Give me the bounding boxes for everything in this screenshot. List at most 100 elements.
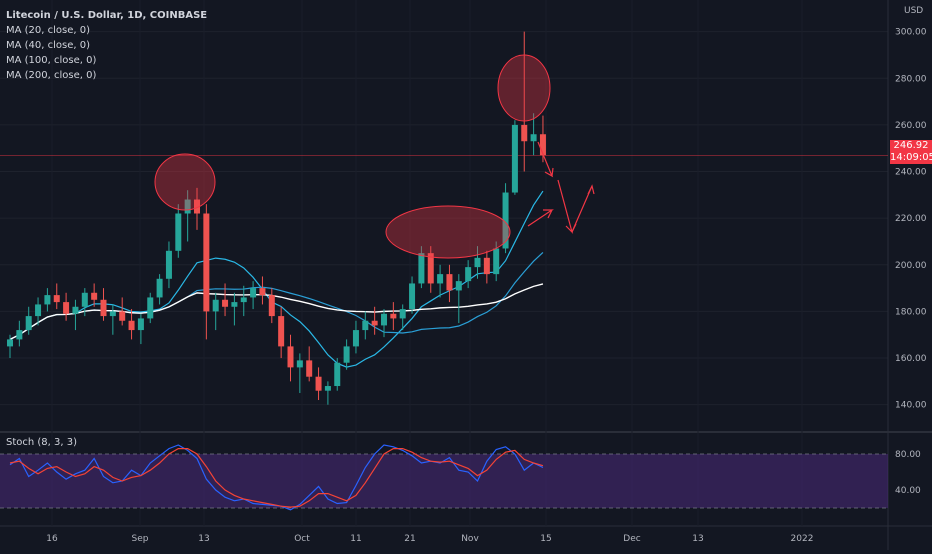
candle-body <box>465 267 472 282</box>
price-tick-label: 180.00 <box>895 307 927 317</box>
price-tick-label: 280.00 <box>895 74 927 84</box>
candle-body <box>446 274 453 291</box>
candle-body <box>128 320 135 331</box>
projection-arrow-1 <box>537 141 554 178</box>
chart-legend: Litecoin / U.S. Dollar, 1D, COINBASE MA … <box>6 8 207 83</box>
candle-body <box>324 386 331 391</box>
candle-body <box>315 376 322 391</box>
ma200-label[interactable]: MA (200, close, 0) <box>6 70 97 81</box>
time-tick-label: 21 <box>404 534 415 544</box>
time-tick-label: 15 <box>540 534 551 544</box>
candle-body <box>109 311 116 317</box>
candle-body <box>250 288 257 298</box>
time-tick-label: 13 <box>692 534 703 544</box>
stoch-lines <box>9 444 544 511</box>
price-tick-label: 260.00 <box>895 121 927 131</box>
candle-body <box>521 124 528 142</box>
stoch-label[interactable]: Stoch (8, 3, 3) <box>6 437 78 448</box>
candle-body <box>35 304 42 317</box>
candle-body <box>203 213 210 312</box>
projection-arrow-2 <box>527 209 554 227</box>
candle-body <box>100 299 107 317</box>
time-axis[interactable]: 16 Sep 13 Oct 11 21 Nov 15 Dec 13 2022 <box>46 534 813 544</box>
candle-body <box>156 278 163 298</box>
candle-body <box>371 320 378 326</box>
price-tick-label: 200.00 <box>895 261 927 271</box>
time-tick-label: Sep <box>132 534 149 544</box>
candle-body <box>306 360 313 377</box>
candle-body <box>194 199 200 214</box>
time-tick-label: Oct <box>294 534 310 544</box>
candle-body <box>147 297 154 319</box>
candle-body <box>16 330 23 340</box>
candle-body <box>240 297 247 303</box>
time-tick-label: 2022 <box>791 534 814 544</box>
candle-body <box>53 295 60 303</box>
time-tick-label: 16 <box>46 534 58 544</box>
highlight-ellipse-2 <box>385 205 511 259</box>
candle-body <box>175 213 182 251</box>
candle-body <box>474 257 481 268</box>
candle-body <box>63 302 70 314</box>
candle-body <box>483 257 490 275</box>
price-tick-label: 220.00 <box>895 214 927 224</box>
candle-body <box>334 362 341 387</box>
price-tick-label: 300.00 <box>895 28 927 38</box>
highlight-ellipse-3 <box>497 54 551 122</box>
candle-body <box>287 346 294 368</box>
price-tick-label: 140.00 <box>895 401 927 411</box>
time-tick-label: 11 <box>350 534 361 544</box>
projection-arrow-4 <box>571 184 595 233</box>
candle-body <box>184 199 191 214</box>
price-tick-label: 240.00 <box>895 168 927 178</box>
last-price-tag: 246.92 14:09:05 <box>890 140 932 164</box>
candle-body <box>25 316 32 331</box>
ma40-label[interactable]: MA (40, close, 0) <box>6 40 91 51</box>
candle-body <box>268 295 275 317</box>
candle-body <box>502 192 509 249</box>
candle-body <box>427 253 434 284</box>
candle-body <box>539 134 546 156</box>
price-tick-label: 160.00 <box>895 354 927 364</box>
ma100-line <box>9 283 544 341</box>
candle-body <box>343 346 350 363</box>
currency-label: USD <box>904 6 924 16</box>
candle-body <box>165 250 172 279</box>
projection-arrow-3 <box>557 179 577 235</box>
candle-body <box>81 292 88 307</box>
candle-body <box>7 339 13 347</box>
stoch-d-line <box>9 448 544 508</box>
symbol-title[interactable]: Litecoin / U.S. Dollar, 1D, COINBASE <box>6 10 208 21</box>
candle-body <box>212 299 219 312</box>
candle-body <box>399 309 406 319</box>
highlight-ellipse-1 <box>154 153 216 211</box>
candle-body <box>409 283 416 310</box>
time-tick-label: Nov <box>461 534 479 544</box>
time-tick-label: 13 <box>198 534 209 544</box>
candle-body <box>362 320 369 331</box>
candle-body <box>530 134 537 142</box>
last-price: 246.92 <box>893 140 929 151</box>
candle-body <box>511 124 518 193</box>
stoch-tick-upper: 80.00 <box>895 450 921 460</box>
price-axis[interactable]: 140.00 160.00 180.00 200.00 220.00 240.00 260.… <box>895 28 927 496</box>
candles[interactable] <box>7 31 546 405</box>
annotations <box>154 54 595 259</box>
candle-body <box>91 292 98 300</box>
stoch-tick-lower: 40.00 <box>895 486 921 496</box>
bar-countdown: 14:09:05 <box>890 152 932 163</box>
stoch-pane <box>0 453 888 509</box>
candle-body <box>418 253 425 284</box>
candle-body <box>259 288 266 296</box>
candle-body <box>278 316 285 347</box>
ma20-line <box>9 190 544 368</box>
ma20-label[interactable]: MA (20, close, 0) <box>6 25 91 36</box>
candle-body <box>119 311 126 321</box>
ma100-label[interactable]: MA (100, close, 0) <box>6 55 97 66</box>
candle-body <box>137 318 144 331</box>
candle-body <box>231 302 238 307</box>
candle-body <box>381 313 387 326</box>
